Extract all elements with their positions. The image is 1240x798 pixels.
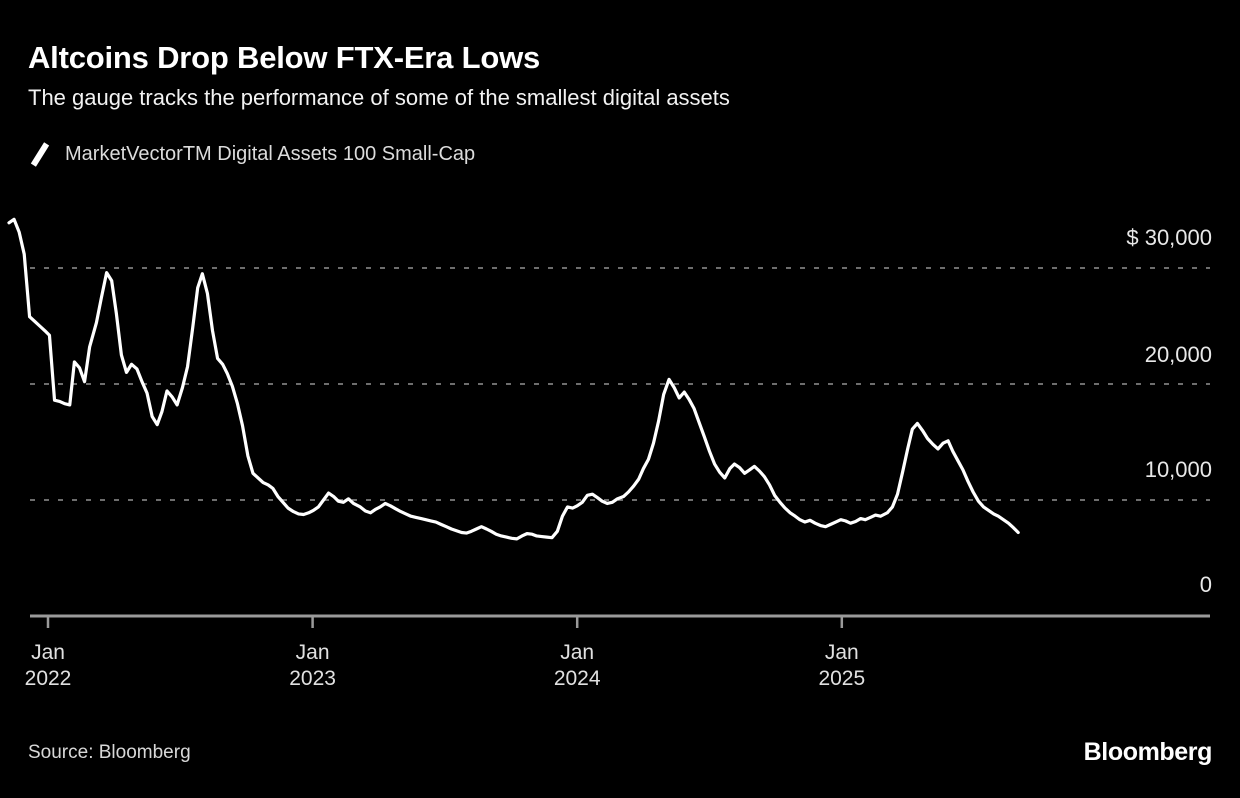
x-axis-label-2023: Jan 2023 <box>248 640 378 693</box>
x-axis-month-2025: Jan <box>824 641 859 664</box>
y-axis-label-20000: 20,000 <box>1144 342 1212 367</box>
x-axis-label-2025: Jan 2025 <box>777 640 907 693</box>
source-note: Source: Bloomberg <box>28 742 191 763</box>
diagonal-line-icon <box>28 143 50 165</box>
x-axis-year-2023: 2023 <box>289 667 336 691</box>
legend-item-label: MarketVectorTM Digital Assets 100 Small-… <box>65 142 476 165</box>
x-axis-label-2024: Jan 2024 <box>512 640 642 693</box>
page-title: Altcoins Drop Below FTX-Era Lows <box>28 40 541 75</box>
x-axis-year-2025: 2025 <box>818 667 866 691</box>
x-axis-year-2024: 2024 <box>553 667 601 691</box>
x-axis-ticks <box>46 616 844 628</box>
gridlines <box>30 267 1210 501</box>
x-axis-label-2022: Jan 2022 <box>0 640 113 693</box>
chart-subtitle: The gauge tracks the performance of some… <box>28 85 730 110</box>
y-axis-label-10000: 10,000 <box>1144 457 1212 482</box>
x-axis-month-2024: Jan <box>560 641 595 664</box>
x-axis-month-2023: Jan <box>295 641 330 664</box>
bloomberg-logo: Bloomberg <box>1083 738 1213 766</box>
series-line-marketvector <box>7 217 1020 541</box>
y-axis-label-30000: $ 30,000 <box>1126 225 1212 250</box>
chart-legend: MarketVectorTM Digital Assets 100 Small-… <box>28 140 475 168</box>
x-axis-month-2022: Jan <box>31 641 65 664</box>
x-axis-year-2022: 2022 <box>24 667 72 691</box>
y-axis-label-0: 0 <box>1199 572 1212 597</box>
